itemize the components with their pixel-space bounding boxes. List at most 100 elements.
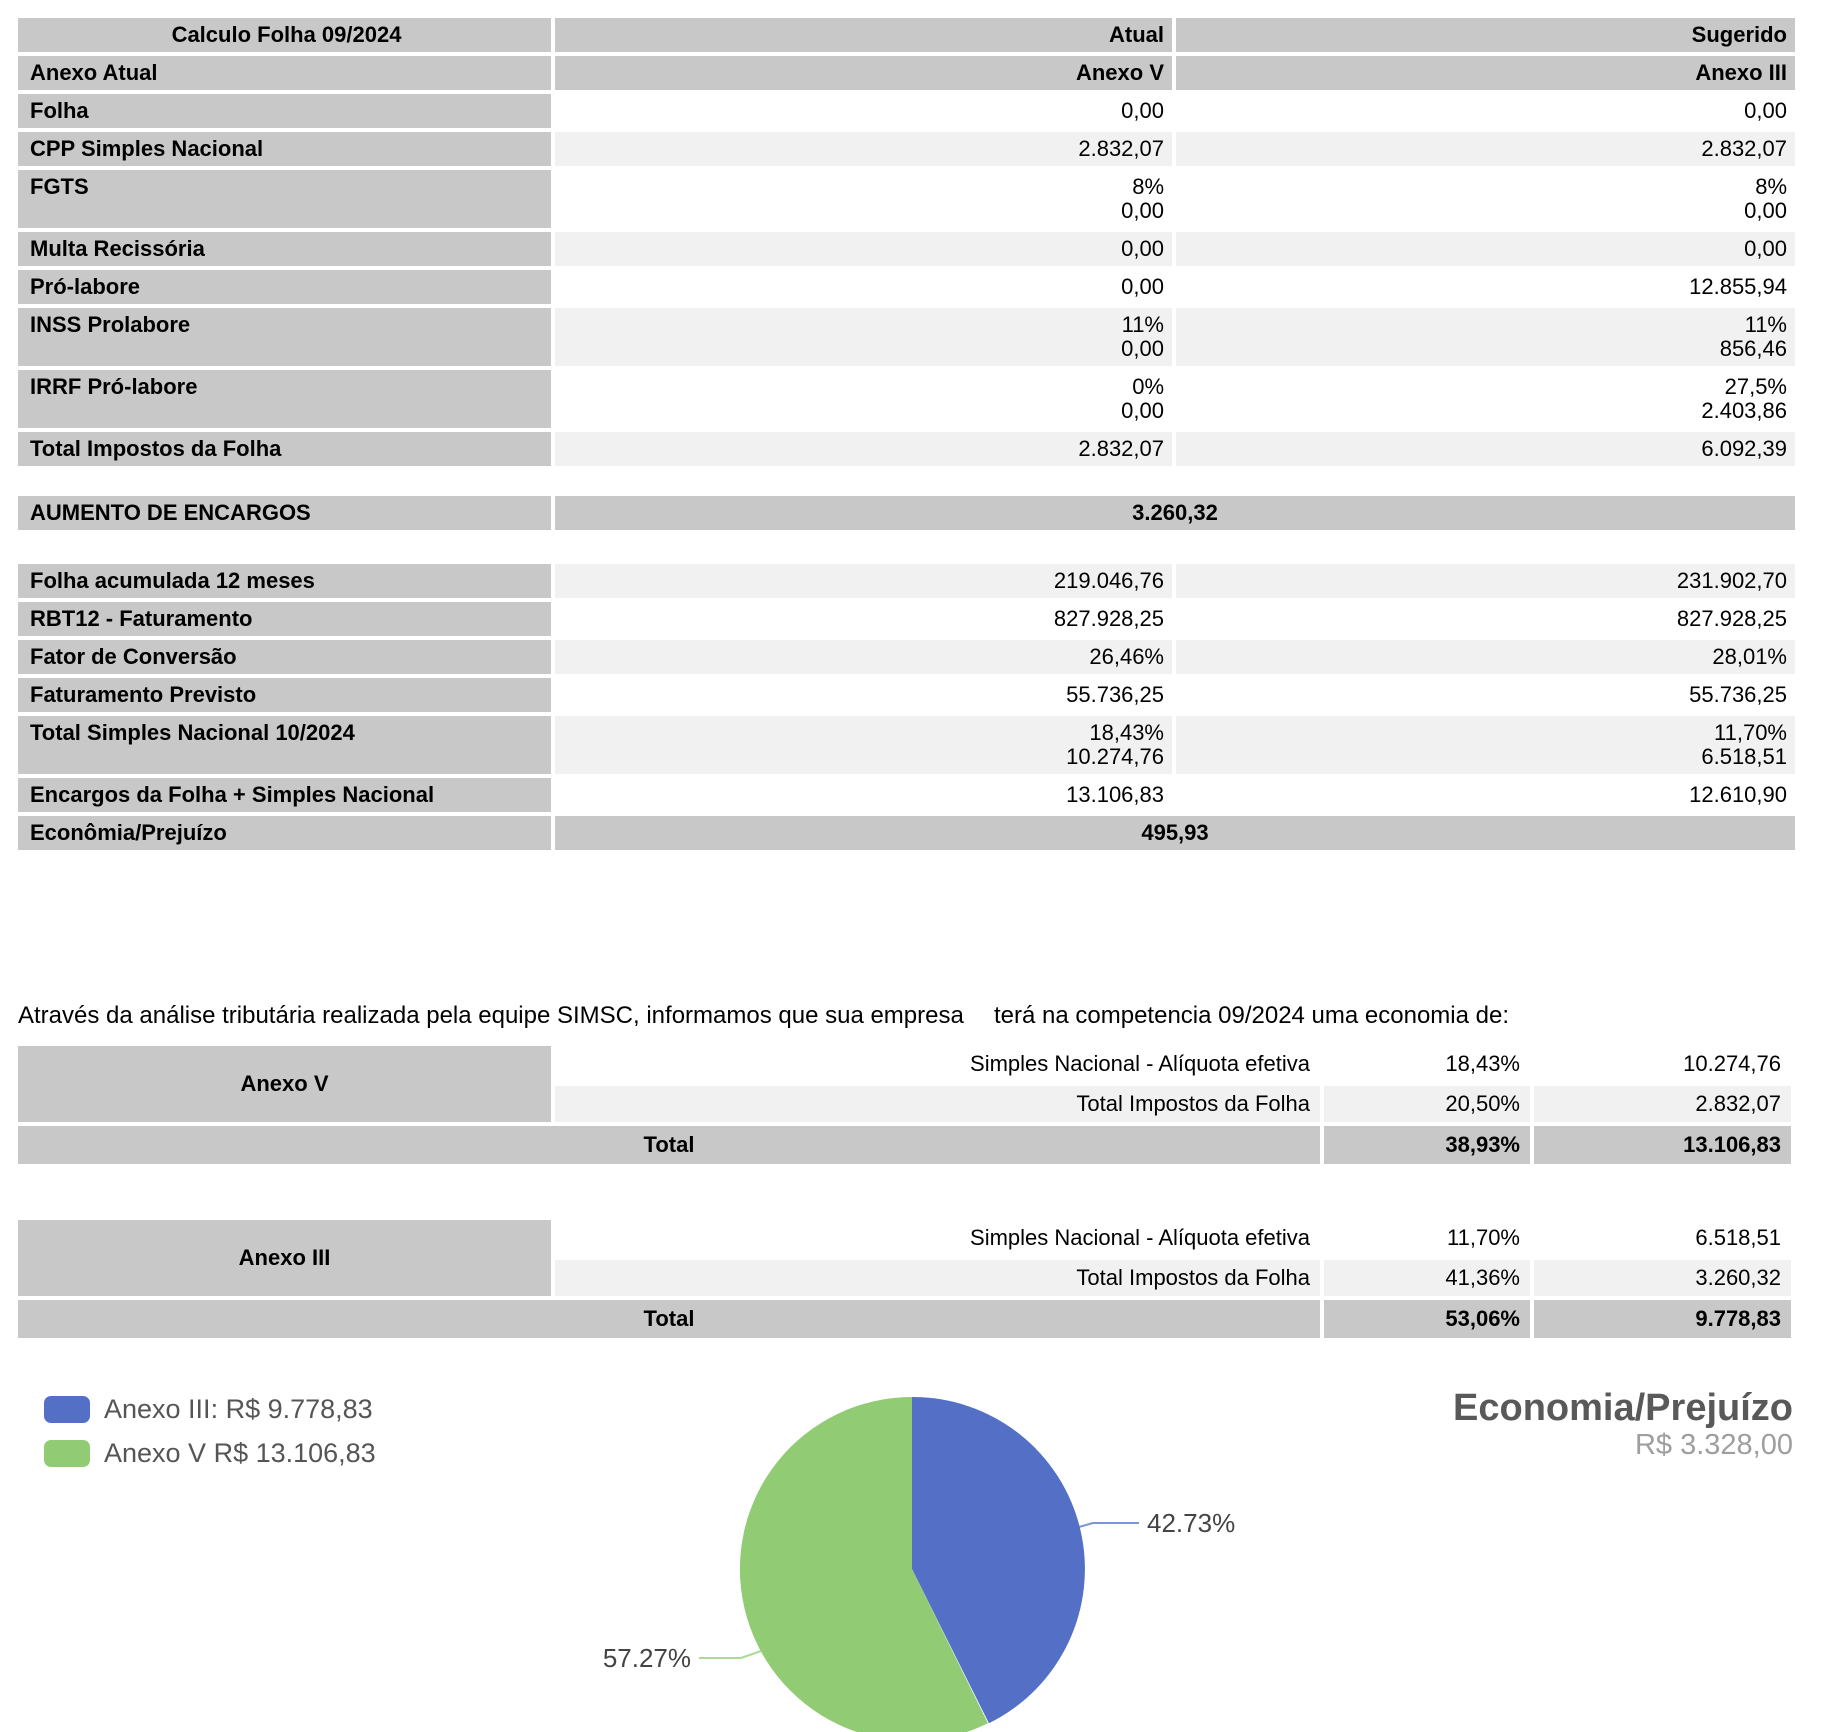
sugerido-value: 12.855,94 — [1176, 270, 1795, 304]
row-label: IRRF Pró-labore — [18, 370, 551, 428]
amount-value: 6.518,51 — [1534, 1220, 1791, 1256]
amount-value: 10.274,76 — [1534, 1046, 1791, 1082]
atual-value: 8% 0,00 — [555, 170, 1172, 228]
economia-row-value: 495,93 — [555, 816, 1795, 850]
analysis-note-right: terá na competencia 09/2024 uma economia… — [994, 1002, 1510, 1029]
total-label: Total — [18, 1126, 1320, 1164]
sugerido-value: 0,00 — [1176, 232, 1795, 266]
economia-row-label: Econômia/Prejuízo — [18, 816, 551, 850]
sugerido-value: 11% 856,46 — [1176, 308, 1795, 366]
anexo-v-table: Anexo V Simples Nacional - Alíquota efet… — [18, 1046, 1791, 1164]
value-line: 18,43% — [1089, 720, 1164, 745]
legend-swatch-icon — [44, 1396, 90, 1423]
row-label: Anexo Atual — [18, 56, 551, 90]
sugerido-value: 6.092,39 — [1176, 432, 1795, 466]
anexo-iii-table: Anexo III Simples Nacional - Alíquota ef… — [18, 1220, 1791, 1338]
value-line: 10.274,76 — [1066, 744, 1164, 769]
row-label: Total Simples Nacional 10/2024 — [18, 716, 551, 774]
value-line: 11% — [1744, 312, 1787, 337]
atual-value: 0% 0,00 — [555, 370, 1172, 428]
table-title: Calculo Folha 09/2024 — [18, 18, 551, 52]
atual-value: 0,00 — [555, 94, 1172, 128]
atual-value: 2.832,07 — [555, 132, 1172, 166]
row-label: Faturamento Previsto — [18, 678, 551, 712]
row-label: INSS Prolabore — [18, 308, 551, 366]
atual-value: 0,00 — [555, 232, 1172, 266]
aumento-encargos-row: AUMENTO DE ENCARGOS 3.260,32 — [18, 496, 1795, 530]
legend-label: Anexo V R$ 13.106,83 — [104, 1438, 376, 1468]
value-line: 27,5% — [1724, 374, 1787, 399]
anexo-v-title: Anexo V — [18, 1046, 551, 1122]
total-amount: 13.106,83 — [1534, 1126, 1791, 1164]
sugerido-value: 2.832,07 — [1176, 132, 1795, 166]
amount-value: 2.832,07 — [1534, 1086, 1791, 1122]
atual-value: 2.832,07 — [555, 432, 1172, 466]
calc-folha-table: Calculo Folha 09/2024 Atual Sugerido Ane… — [18, 18, 1795, 466]
atual-value: 18,43% 10.274,76 — [555, 716, 1172, 774]
aumento-label: AUMENTO DE ENCARGOS — [18, 496, 551, 530]
pct-value: 41,36% — [1324, 1260, 1530, 1296]
pie-label-anexo-v: 57.27% — [603, 1643, 691, 1673]
pct-value: 20,50% — [1324, 1086, 1530, 1122]
simples-nacional-table: Folha acumulada 12 meses 219.046,76 231.… — [18, 564, 1795, 850]
total-pct: 53,06% — [1324, 1300, 1530, 1338]
row-label: Encargos da Folha + Simples Nacional — [18, 778, 551, 812]
chart-title: Economia/Prejuízo — [1453, 1387, 1793, 1429]
pct-value: 11,70% — [1324, 1220, 1530, 1256]
row-label: Simples Nacional - Alíquota efetiva — [555, 1046, 1320, 1082]
sugerido-value: 55.736,25 — [1176, 678, 1795, 712]
atual-value: 13.106,83 — [555, 778, 1172, 812]
value-line: 11% — [1121, 312, 1164, 337]
row-label: Fator de Conversão — [18, 640, 551, 674]
legend-item-anexo-v[interactable]: Anexo V R$ 13.106,83 — [44, 1438, 376, 1469]
sugerido-value: Anexo III — [1176, 56, 1795, 90]
row-label: CPP Simples Nacional — [18, 132, 551, 166]
pie-label-anexo-iii: 42.73% — [1147, 1508, 1235, 1538]
economia-chart: 42.73% 57.27% Anexo III: R$ 9.778,83 Ane… — [18, 1364, 1795, 1732]
row-label: RBT12 - Faturamento — [18, 602, 551, 636]
total-label: Total — [18, 1300, 1320, 1338]
atual-value: 11% 0,00 — [555, 308, 1172, 366]
sugerido-value: 12.610,90 — [1176, 778, 1795, 812]
sugerido-value: 8% 0,00 — [1176, 170, 1795, 228]
pie-slice-anexo-iii[interactable] — [912, 1396, 1085, 1724]
sugerido-value: 28,01% — [1176, 640, 1795, 674]
value-line: 2.403,86 — [1701, 398, 1787, 423]
pie-chart: 42.73% 57.27% — [603, 1396, 1235, 1732]
legend-label: Anexo III: R$ 9.778,83 — [104, 1394, 373, 1424]
column-header-atual: Atual — [555, 18, 1172, 52]
value-line: 0,00 — [1121, 198, 1164, 223]
row-label: Folha — [18, 94, 551, 128]
legend-item-anexo-iii[interactable]: Anexo III: R$ 9.778,83 — [44, 1394, 376, 1425]
callout-line-anexo-iii — [1078, 1522, 1139, 1528]
row-label: Multa Recissória — [18, 232, 551, 266]
row-label: Pró-labore — [18, 270, 551, 304]
anexo-iii-title: Anexo III — [18, 1220, 551, 1296]
sugerido-value: 231.902,70 — [1176, 564, 1795, 598]
value-line: 6.518,51 — [1701, 744, 1787, 769]
value-line: 11,70% — [1714, 720, 1787, 745]
row-label: FGTS — [18, 170, 551, 228]
atual-value: 26,46% — [555, 640, 1172, 674]
callout-line-anexo-v — [699, 1650, 762, 1659]
analysis-note-left: Através da análise tributária realizada … — [18, 1002, 964, 1029]
row-label: Total Impostos da Folha — [555, 1086, 1320, 1122]
sugerido-value: 27,5% 2.403,86 — [1176, 370, 1795, 428]
row-label: Simples Nacional - Alíquota efetiva — [555, 1220, 1320, 1256]
row-label: Folha acumulada 12 meses — [18, 564, 551, 598]
sugerido-value: 11,70% 6.518,51 — [1176, 716, 1795, 774]
chart-title-block: Economia/Prejuízo R$ 3.328,00 — [1453, 1388, 1793, 1462]
pie-slice-anexo-v[interactable] — [739, 1397, 988, 1732]
sugerido-value: 827.928,25 — [1176, 602, 1795, 636]
total-amount: 9.778,83 — [1534, 1300, 1791, 1338]
atual-value: 219.046,76 — [555, 564, 1172, 598]
value-line: 856,46 — [1719, 336, 1787, 361]
value-line: 0,00 — [1121, 398, 1164, 423]
atual-value: 0,00 — [555, 270, 1172, 304]
row-label: Total Impostos da Folha — [555, 1260, 1320, 1296]
value-line: 8% — [1755, 174, 1787, 199]
amount-value: 3.260,32 — [1534, 1260, 1791, 1296]
legend-swatch-icon — [44, 1440, 90, 1467]
analysis-note: Através da análise tributária realizada … — [18, 1002, 1795, 1032]
